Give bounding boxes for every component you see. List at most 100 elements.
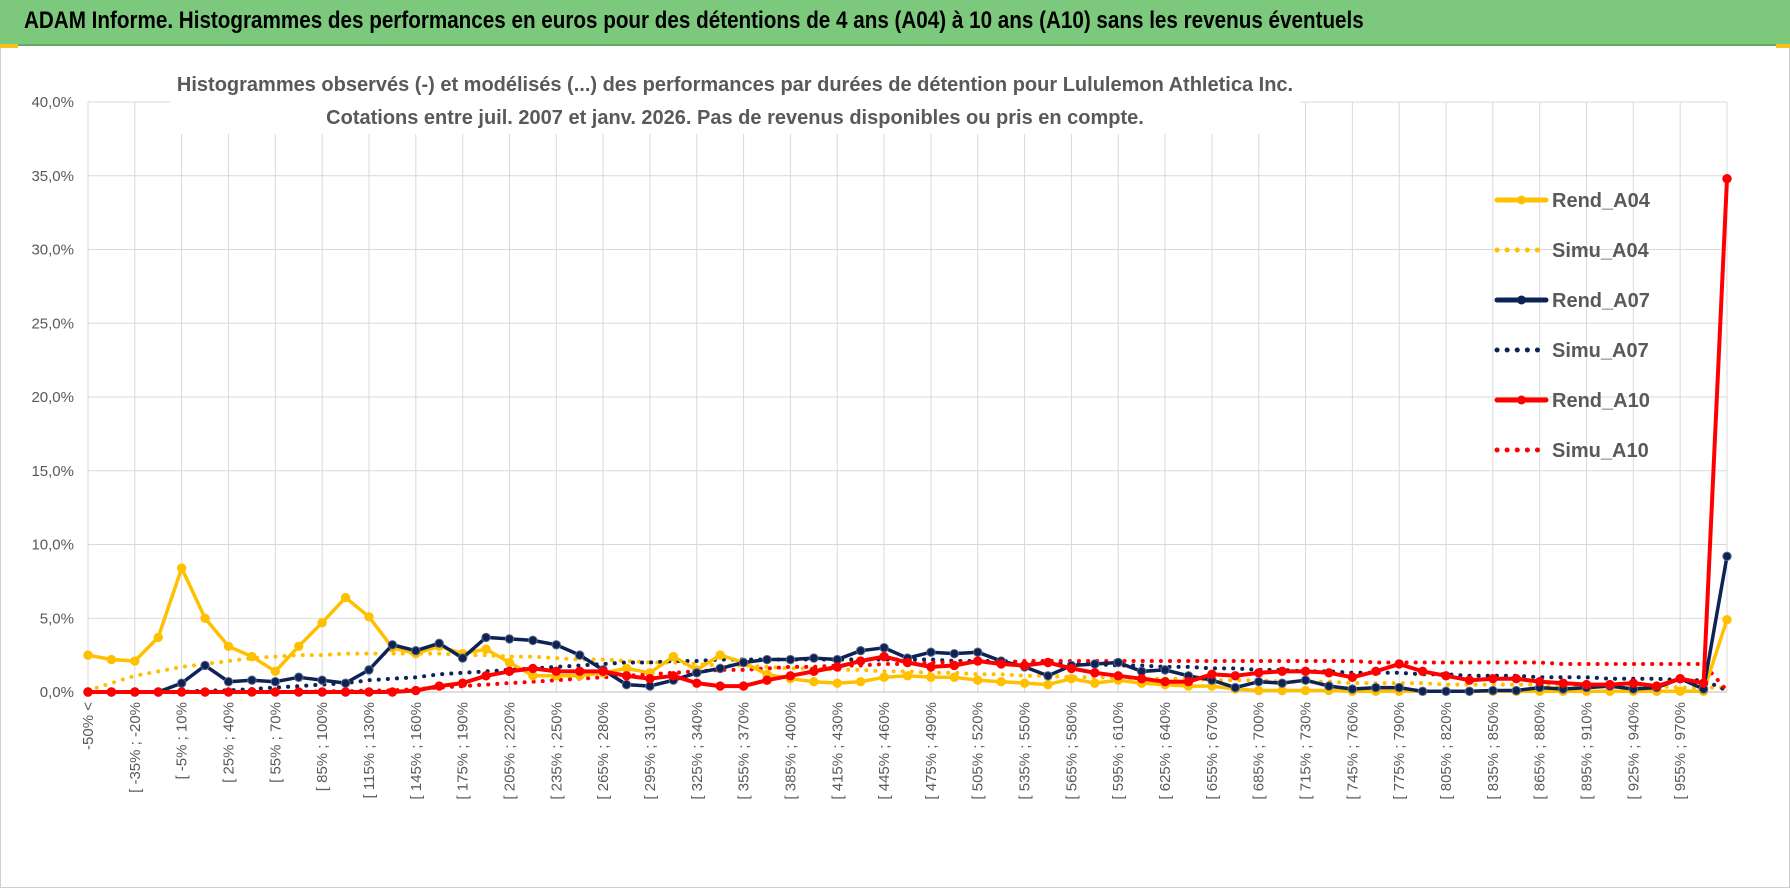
data-point — [106, 654, 117, 665]
data-point — [223, 641, 234, 651]
x-tick-label: [ 445% ; 460% — [876, 702, 893, 800]
legend-marker — [1517, 195, 1526, 205]
x-tick-label: [ 835% ; 850% — [1485, 702, 1502, 800]
data-point — [738, 657, 749, 668]
data-point — [411, 685, 421, 696]
data-point — [1066, 663, 1077, 674]
x-tick-label: [ -35% ; -20% — [127, 702, 144, 793]
data-point — [176, 678, 187, 688]
data-point — [1417, 686, 1428, 696]
x-tick-label: [ 235% ; 250% — [548, 702, 565, 800]
x-tick-label: [ 55% ; 70% — [267, 702, 284, 783]
data-point — [1300, 675, 1311, 685]
data-point — [1113, 657, 1123, 668]
data-point — [1675, 686, 1685, 696]
data-point — [949, 660, 960, 671]
data-point — [294, 672, 304, 682]
y-tick-label: 15,0% — [31, 463, 74, 480]
data-point — [1324, 681, 1334, 691]
data-point — [715, 681, 725, 691]
data-point — [1300, 685, 1311, 696]
data-point — [434, 638, 444, 649]
data-point — [340, 678, 351, 688]
x-tick-label: [ 745% ; 760% — [1344, 702, 1361, 800]
x-tick-label: [ 295% ; 310% — [642, 702, 659, 800]
x-tick-label: [ 895% ; 910% — [1579, 702, 1596, 800]
data-point — [294, 687, 304, 697]
x-tick-label: [ 865% ; 880% — [1532, 702, 1549, 800]
x-tick-label: [ 145% ; 160% — [408, 702, 425, 800]
data-point — [411, 646, 421, 656]
data-point — [504, 634, 515, 644]
data-point — [153, 687, 163, 697]
data-point — [270, 676, 281, 687]
data-point — [176, 687, 187, 697]
data-point — [973, 656, 983, 666]
legend-item-Simu_A04: Simu_A04 — [1494, 240, 1650, 262]
x-tick-label: [ 385% ; 400% — [782, 702, 799, 800]
data-point — [153, 632, 163, 643]
data-point — [481, 671, 491, 681]
data-point — [1441, 686, 1451, 696]
data-point — [340, 687, 351, 697]
data-point — [621, 671, 632, 681]
data-point — [1464, 675, 1475, 685]
y-tick-label: 40,0% — [31, 94, 74, 111]
data-point — [317, 687, 327, 697]
x-tick-label: [ 625% ; 640% — [1157, 702, 1174, 800]
y-tick-label: 20,0% — [31, 389, 74, 406]
data-point — [1207, 669, 1217, 679]
data-point — [364, 665, 374, 675]
data-point — [1488, 685, 1498, 696]
legend-marker — [1517, 295, 1526, 305]
x-tick-label: [ 595% ; 610% — [1110, 702, 1127, 800]
data-point — [1722, 174, 1732, 184]
legend-label: Rend_A07 — [1552, 290, 1650, 312]
legend-item-Rend_A04: Rend_A04 — [1494, 190, 1651, 212]
legend-item-Simu_A10: Simu_A10 — [1494, 440, 1649, 462]
data-point — [668, 651, 679, 662]
chart-title-line-2: Cotations entre juil. 2007 et janv. 2026… — [326, 107, 1144, 129]
data-point — [200, 660, 210, 671]
data-point — [996, 659, 1006, 669]
data-point — [223, 676, 234, 687]
data-point — [387, 640, 398, 650]
data-point — [1605, 679, 1615, 690]
data-point — [926, 647, 936, 657]
data-point — [457, 678, 468, 688]
series-line-Rend_A10 — [86, 176, 1729, 694]
y-tick-label: 5,0% — [40, 610, 74, 627]
data-point — [106, 687, 117, 697]
data-point — [949, 672, 960, 682]
data-point — [1160, 665, 1170, 675]
data-point — [926, 672, 936, 682]
data-point — [528, 635, 538, 646]
data-point — [1230, 671, 1241, 681]
data-point — [1464, 686, 1475, 696]
data-point — [1394, 659, 1404, 669]
data-point — [1043, 671, 1053, 681]
data-point — [551, 666, 561, 677]
data-point — [247, 687, 257, 697]
data-point — [270, 687, 281, 697]
data-point — [1090, 659, 1100, 669]
data-point — [247, 651, 257, 662]
legend-label: Rend_A04 — [1552, 190, 1651, 212]
data-point — [1090, 668, 1100, 678]
legend-item-Simu_A07: Simu_A07 — [1494, 340, 1649, 362]
data-point — [1441, 671, 1451, 681]
data-point — [855, 676, 866, 687]
series-group — [83, 174, 1732, 697]
data-point — [832, 678, 842, 688]
x-axis: -50% < [ -35% ; -20% [ -5% ; 10% [ 25% ; 40… — [80, 691, 1727, 800]
data-point — [1019, 660, 1030, 671]
data-point — [1558, 678, 1568, 688]
data-point — [1394, 682, 1404, 693]
data-point — [902, 657, 913, 668]
data-point — [1300, 666, 1311, 677]
data-point — [457, 653, 468, 663]
data-point — [1277, 678, 1287, 688]
data-point — [645, 674, 655, 684]
data-point — [598, 666, 608, 677]
